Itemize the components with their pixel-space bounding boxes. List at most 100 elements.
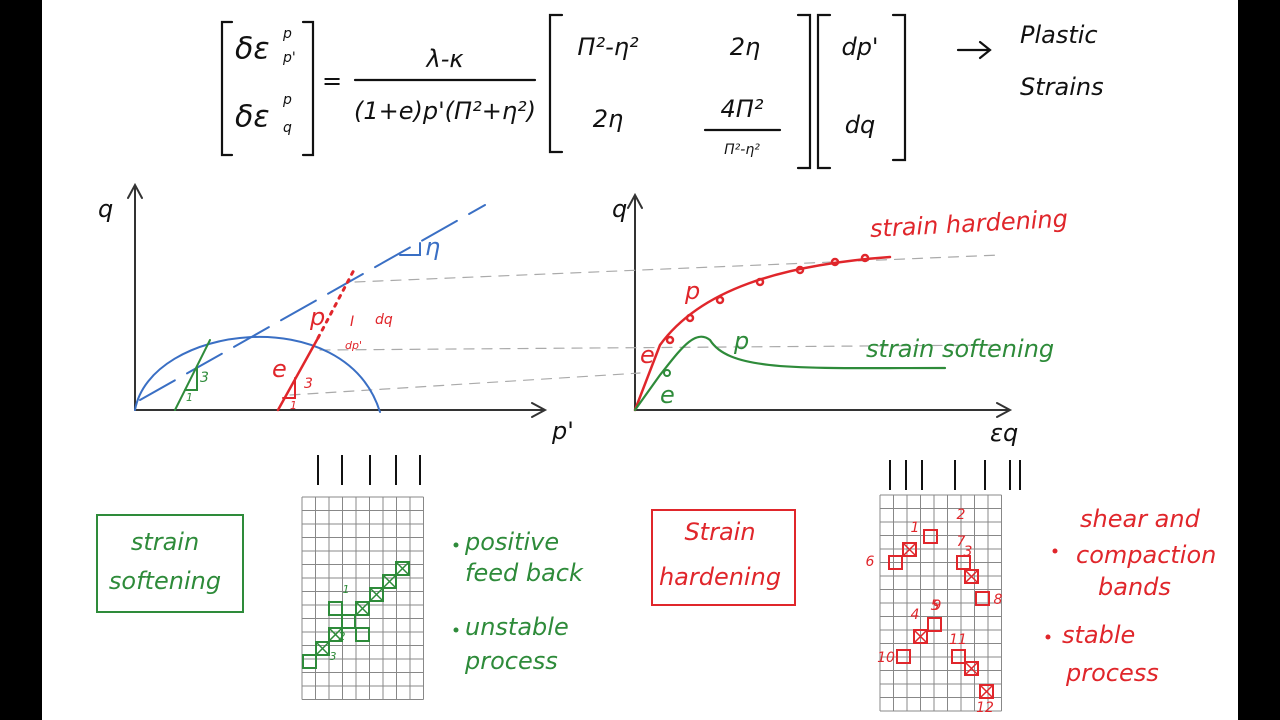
side-bar	[1238, 0, 1280, 720]
axis-label: q	[98, 195, 113, 223]
cell-cross	[902, 542, 917, 557]
cell	[341, 614, 356, 629]
matrix-entry: Π²-η²	[577, 33, 639, 61]
grid-number: 4	[911, 607, 920, 623]
sup: p	[282, 92, 292, 108]
side-bar	[0, 0, 42, 720]
grid-number: 7	[957, 534, 966, 550]
slope-label: 1	[290, 399, 297, 412]
panel-boxes	[96, 455, 1021, 613]
cell	[902, 542, 917, 557]
symbol: δε	[235, 100, 270, 135]
box-text: strain	[131, 528, 199, 556]
bullet-text: process	[1065, 659, 1159, 687]
cell-cross	[315, 641, 330, 656]
cell	[328, 601, 343, 616]
cell	[896, 649, 911, 664]
grid-number: 3	[330, 650, 337, 663]
cell-cross	[395, 561, 410, 576]
equals: =	[322, 67, 342, 95]
grid-number: 1	[343, 583, 350, 596]
cell	[923, 529, 938, 544]
grid-number: 9	[933, 598, 942, 614]
curve-label: strain softening	[866, 335, 1054, 363]
grid-number: 3	[964, 544, 973, 560]
grid-number: 2	[339, 630, 346, 643]
increment-label: dp'	[345, 339, 362, 352]
point-label: p	[309, 303, 325, 331]
bullet-text: positive	[464, 528, 559, 556]
bullet	[1045, 634, 1051, 640]
cell	[975, 591, 990, 606]
cell	[315, 641, 330, 656]
bullet-text: bands	[1098, 573, 1171, 601]
cell	[964, 661, 979, 676]
sub: p'	[282, 50, 296, 66]
slope-label: 1	[186, 391, 193, 404]
axis-label: q	[612, 195, 627, 223]
cell-cross	[355, 601, 370, 616]
cell	[328, 627, 343, 642]
bullet-text: feed back	[465, 559, 584, 587]
axis-label: εq	[990, 419, 1018, 447]
cell	[369, 587, 384, 602]
grid-number: 2	[957, 507, 966, 523]
cell-cross	[979, 684, 994, 699]
numerator: λ-κ	[424, 45, 464, 73]
slope-label: 3	[200, 370, 209, 386]
point-label: e	[640, 341, 655, 369]
grid-number: 1	[911, 520, 920, 536]
cell	[964, 569, 979, 584]
point-label: p	[733, 327, 749, 355]
grid-number: 11	[949, 632, 967, 648]
bullet-text: process	[464, 647, 558, 675]
grid-number: 5	[931, 598, 940, 614]
sup: p	[282, 26, 292, 42]
sub: q	[283, 120, 292, 136]
plot-labels: q p' η p e 1 3 1 3 I dq dp' q εq strain …	[98, 195, 1069, 447]
cell-cross	[369, 587, 384, 602]
bullet-text: shear and	[1080, 505, 1201, 533]
increment-label: I	[350, 314, 354, 330]
matrix-entry: 2η	[593, 105, 623, 133]
cell	[927, 617, 942, 632]
grid-number: 8	[994, 592, 1003, 608]
cell-cross	[913, 629, 928, 644]
equation-brackets	[220, 13, 992, 170]
slope-label: 3	[304, 376, 313, 392]
bullet-text: compaction	[1076, 541, 1216, 569]
matrix-entry: 2η	[730, 33, 760, 61]
bullet-text: stable	[1062, 621, 1135, 649]
cell	[302, 654, 317, 669]
axis-label: p'	[551, 417, 574, 445]
curve-label: strain hardening	[869, 205, 1068, 243]
matrix-entry: 4Π²	[721, 95, 764, 123]
cell	[951, 649, 966, 664]
equation: δε p p' δε p q = λ-κ (1+e)p'(Π²+η²) Π²-η…	[235, 21, 1104, 158]
box-text: hardening	[659, 563, 781, 591]
point-label: e	[660, 381, 675, 409]
bullet	[453, 627, 459, 633]
cell	[956, 555, 971, 570]
symbol: δε	[235, 32, 270, 67]
cell-cross	[328, 627, 343, 642]
cell	[395, 561, 410, 576]
denominator: (1+e)p'(Π²+η²)	[354, 97, 536, 125]
increment-label: dq	[375, 312, 393, 328]
bullet	[453, 542, 459, 548]
point-label: e	[272, 355, 287, 383]
point-label: p	[684, 277, 700, 305]
grid-number: 6	[866, 554, 875, 570]
csl-label: η	[425, 233, 440, 261]
bullet	[1052, 548, 1058, 554]
cell	[355, 601, 370, 616]
cell	[382, 574, 397, 589]
cell-cross	[964, 661, 979, 676]
grid-number: 12	[976, 700, 994, 716]
cell-cross	[964, 569, 979, 584]
box-text: softening	[109, 567, 221, 595]
matrix-entry: Π²-η²	[724, 142, 760, 158]
cell	[888, 555, 903, 570]
cell	[979, 684, 994, 699]
